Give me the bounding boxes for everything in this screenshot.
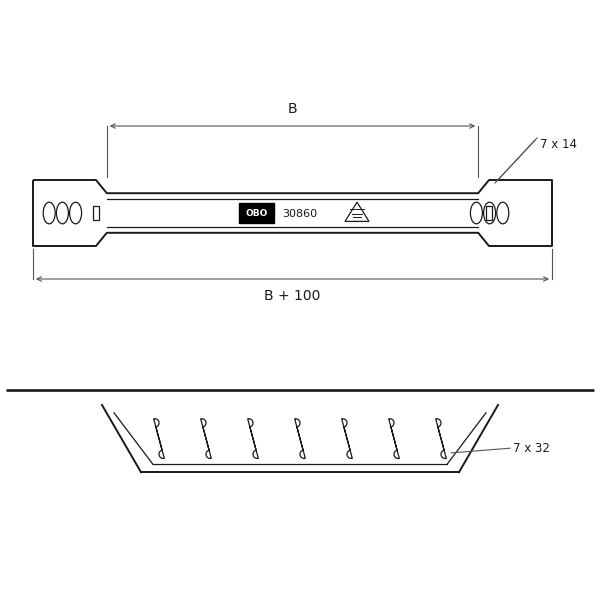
Text: B: B bbox=[287, 103, 298, 116]
Bar bbox=[94, 206, 98, 220]
Text: 7 x 14: 7 x 14 bbox=[540, 137, 577, 151]
Bar bbox=[239, 203, 274, 223]
Text: OBO: OBO bbox=[245, 208, 268, 217]
Text: 7 x 32: 7 x 32 bbox=[513, 442, 550, 455]
Text: 30860: 30860 bbox=[282, 209, 317, 219]
Text: B + 100: B + 100 bbox=[265, 289, 320, 302]
Bar bbox=[487, 206, 492, 220]
